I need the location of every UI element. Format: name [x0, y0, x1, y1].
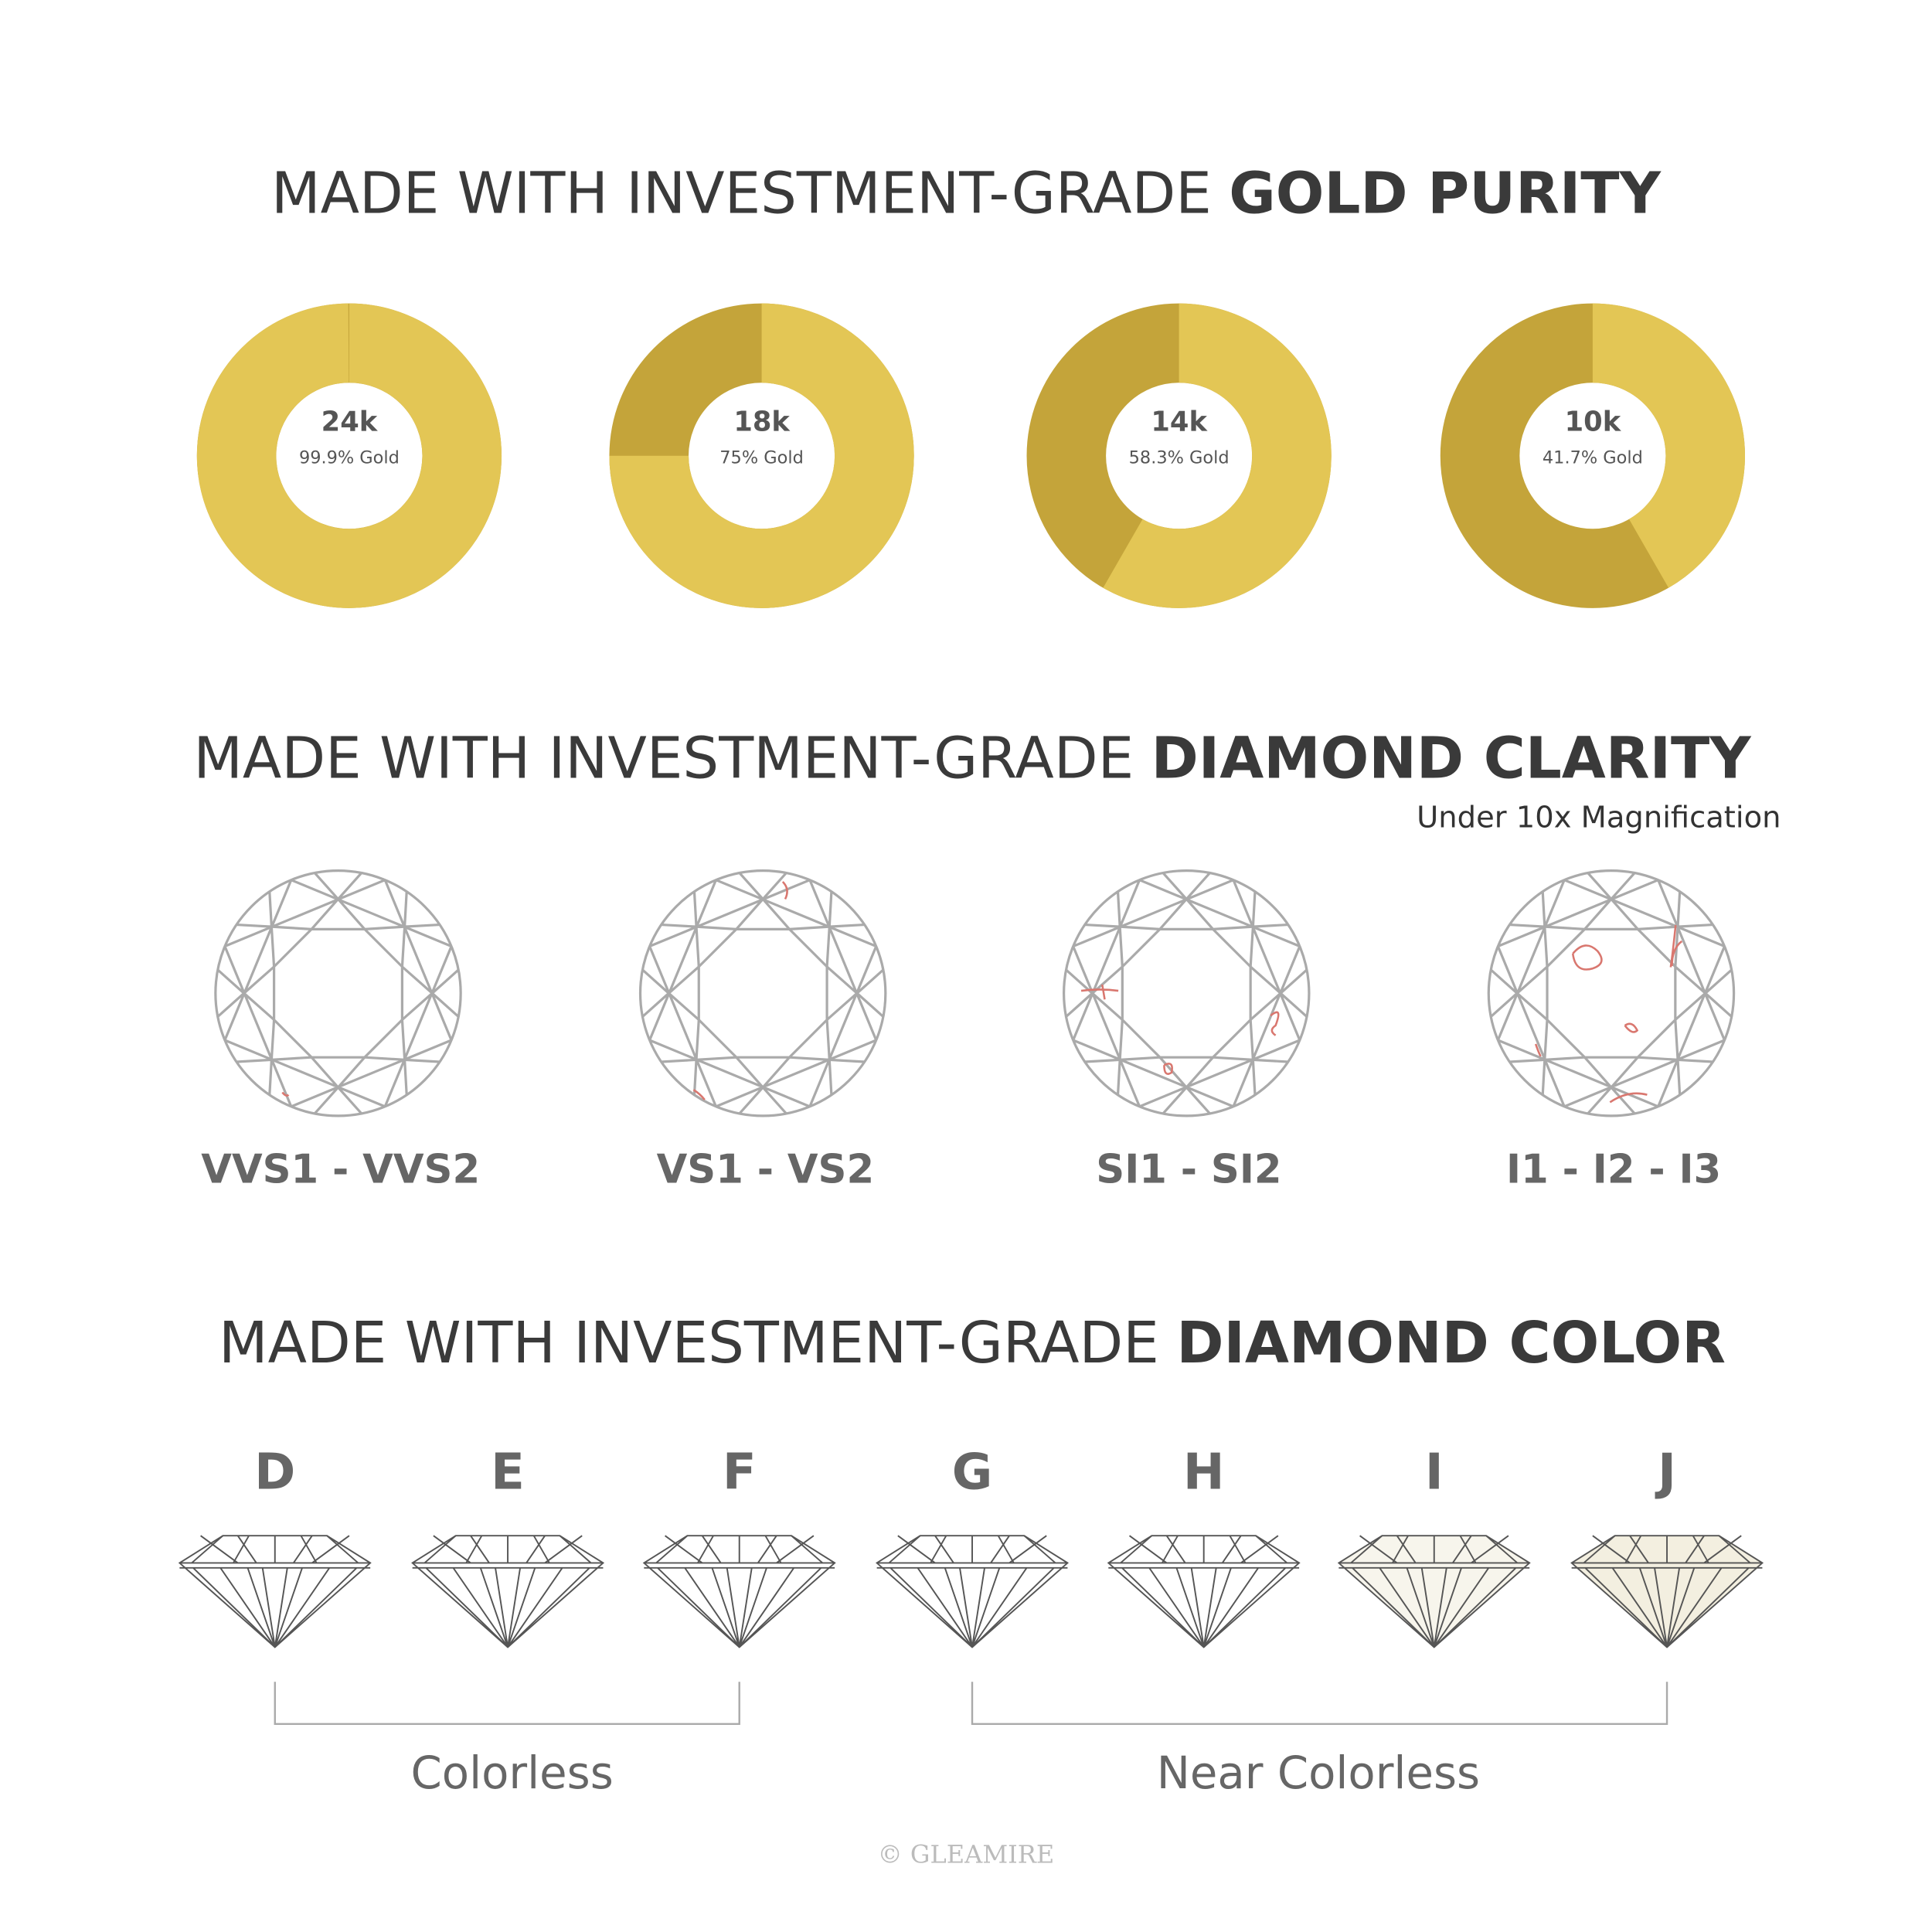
diamond-side-view: [1337, 1535, 1531, 1648]
karat: 24k: [321, 406, 379, 438]
color-grade: D: [254, 1444, 295, 1501]
diamond-side-view: [1570, 1535, 1764, 1648]
karat: 10k: [1565, 406, 1622, 438]
inclusion: [692, 1089, 706, 1100]
diamond-side-view: [876, 1535, 1070, 1648]
clarity-title: MADE WITH INVESTMENT-GRADE DIAMOND CLARIT…: [193, 726, 1752, 791]
inclusion: [1571, 944, 1603, 971]
diamond-side-view: [1107, 1535, 1301, 1648]
gold-label: 41.7% Gold: [1543, 447, 1643, 468]
title-emphasis: DIAMOND COLOR: [1176, 1311, 1726, 1376]
facets: [1108, 1535, 1300, 1648]
diamond-side-view: [178, 1535, 372, 1648]
facets: [876, 1535, 1068, 1648]
clarity-grade: SI1 - SI2: [1096, 1146, 1281, 1192]
facets: [412, 1535, 604, 1648]
table: [1121, 927, 1252, 1059]
girdle: [1063, 869, 1311, 1117]
facets: [641, 872, 884, 1115]
girdle: [1487, 869, 1736, 1117]
clarity-note: Under 10x Magnification: [1417, 801, 1781, 835]
donut-gold: [1591, 303, 1745, 588]
title-prefix: MADE WITH INVESTMENT-GRADE: [193, 726, 1134, 791]
title-prefix: MADE WITH INVESTMENT-GRADE: [271, 162, 1212, 227]
diamond-top-view: [1487, 869, 1736, 1117]
facets: [1065, 872, 1308, 1115]
group-label: Colorless: [411, 1747, 614, 1799]
table: [1546, 927, 1677, 1059]
color-grade: E: [491, 1444, 525, 1501]
facets: [1490, 872, 1733, 1115]
inclusion: [281, 1091, 290, 1097]
donut-gold: [196, 303, 502, 608]
karat: 14k: [1151, 406, 1208, 438]
color-grade: I: [1425, 1444, 1444, 1501]
clarity-grade: VS1 - VS2: [657, 1146, 875, 1192]
diamond-top-view: [214, 869, 462, 1117]
title-emphasis: DIAMOND CLARITY: [1151, 726, 1753, 791]
footer: © GLEAMIRE: [878, 1839, 1055, 1869]
donut-gold: [1103, 303, 1332, 608]
diamond-side-view: [411, 1535, 605, 1648]
gold-label: 75% Gold: [719, 447, 804, 468]
girdle: [214, 869, 462, 1117]
inclusion: [1080, 984, 1119, 1000]
group-label: Near Colorless: [1157, 1747, 1480, 1799]
clarity-grade: VVS1 - VVS2: [201, 1146, 480, 1192]
gold-label: 99.9% Gold: [299, 447, 400, 468]
inclusion: [1270, 1011, 1280, 1036]
color-grade: J: [1655, 1444, 1676, 1501]
color-grade: G: [952, 1444, 993, 1501]
bracket: [274, 1682, 740, 1725]
color-grade: H: [1183, 1444, 1225, 1501]
clarity-grade: I1 - I2 - I3: [1506, 1146, 1721, 1192]
karat: 18k: [733, 406, 791, 438]
table: [272, 927, 404, 1059]
facets: [644, 1535, 835, 1648]
facets: [179, 1535, 371, 1648]
facets: [1338, 1535, 1530, 1648]
bracket: [971, 1682, 1668, 1725]
title-emphasis: GOLD PURITY: [1229, 162, 1662, 227]
inclusion: [781, 881, 788, 900]
gold-label: 58.3% Gold: [1129, 447, 1230, 468]
table: [697, 927, 828, 1059]
facets: [216, 872, 460, 1115]
diamond-top-view: [638, 869, 887, 1117]
diamond-top-view: [1063, 869, 1311, 1117]
color-title: MADE WITH INVESTMENT-GRADE DIAMOND COLOR: [219, 1311, 1726, 1376]
inclusion: [1669, 924, 1683, 968]
inclusion: [1163, 1063, 1173, 1075]
inclusion: [1534, 1043, 1648, 1104]
gold-title: MADE WITH INVESTMENT-GRADE GOLD PURITY: [271, 162, 1662, 227]
donut-gold: [609, 303, 914, 608]
color-grade: F: [723, 1444, 757, 1501]
inclusion: [1624, 1022, 1639, 1033]
diamond-side-view: [642, 1535, 836, 1648]
title-prefix: MADE WITH INVESTMENT-GRADE: [219, 1311, 1159, 1376]
facets: [1571, 1535, 1763, 1648]
girdle: [638, 869, 887, 1117]
